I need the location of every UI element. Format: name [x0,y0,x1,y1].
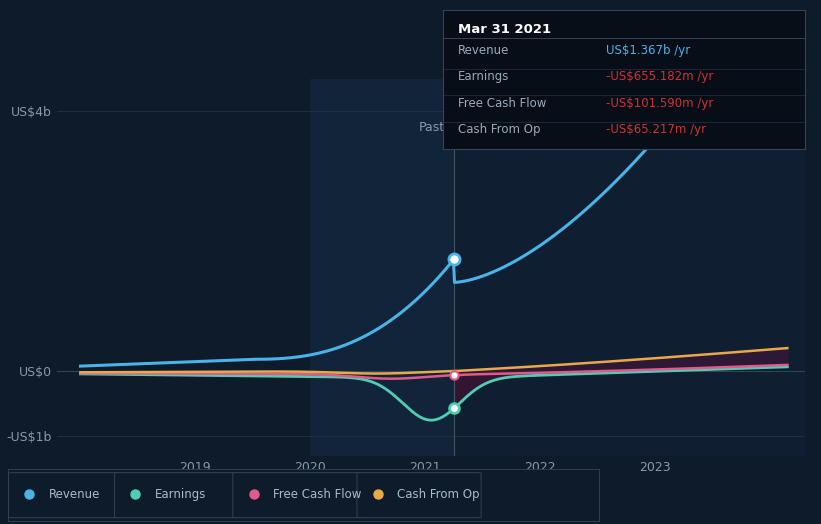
Text: Free Cash Flow: Free Cash Flow [458,96,546,110]
Text: Cash From Op: Cash From Op [397,488,479,500]
Bar [310,79,454,456]
Text: Analysts Forecasts: Analysts Forecasts [468,121,585,134]
Text: Earnings: Earnings [155,488,206,500]
Text: -US$101.590m /yr: -US$101.590m /yr [606,96,713,110]
FancyBboxPatch shape [233,473,363,518]
FancyBboxPatch shape [115,473,239,518]
Text: Earnings: Earnings [458,70,509,83]
Text: Mar 31 2021: Mar 31 2021 [458,23,551,36]
Text: Cash From Op: Cash From Op [458,123,540,136]
Text: Free Cash Flow: Free Cash Flow [273,488,361,500]
Text: Revenue: Revenue [458,44,509,57]
Bar [454,79,805,456]
Text: -US$65.217m /yr: -US$65.217m /yr [606,123,706,136]
Text: Past: Past [419,121,445,134]
FancyBboxPatch shape [8,473,121,518]
Text: Revenue: Revenue [48,488,100,500]
Bar [57,79,454,456]
Text: -US$655.182m /yr: -US$655.182m /yr [606,70,713,83]
FancyBboxPatch shape [357,473,481,518]
Text: US$1.367b /yr: US$1.367b /yr [606,44,690,57]
